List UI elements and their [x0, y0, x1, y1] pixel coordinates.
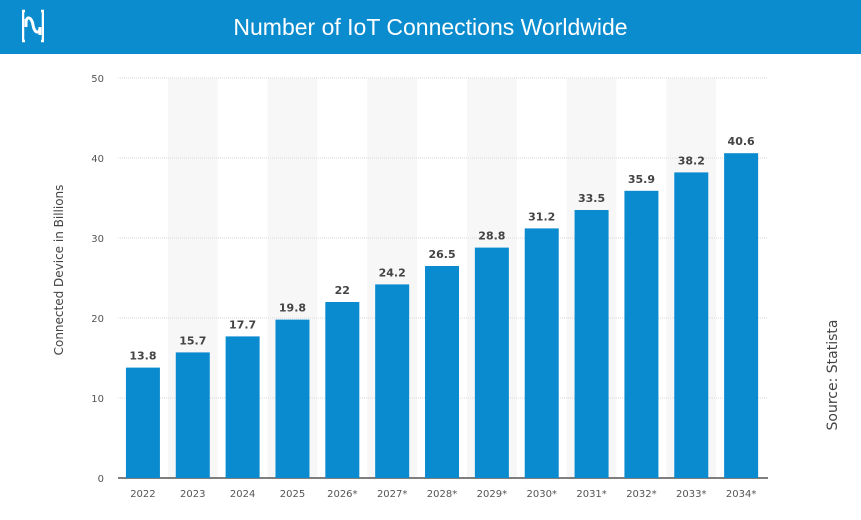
- data-label: 13.8: [129, 350, 156, 363]
- data-label: 19.8: [279, 302, 306, 315]
- y-tick-label: 50: [91, 74, 104, 85]
- y-axis-label: Connected Device in Billions: [52, 185, 66, 356]
- x-tick-label: 2025: [280, 489, 305, 500]
- bar: [425, 266, 460, 478]
- x-tick-label: 2030*: [526, 489, 556, 500]
- data-label: 26.5: [428, 248, 455, 261]
- bar: [724, 153, 759, 478]
- x-tick-label: 2033*: [676, 489, 706, 500]
- x-tick-label: 2024: [230, 489, 255, 500]
- data-label: 40.6: [728, 135, 755, 148]
- data-label: 35.9: [628, 173, 655, 186]
- data-label: 31.2: [528, 210, 555, 223]
- bar: [325, 302, 360, 478]
- y-tick-label: 30: [91, 234, 104, 245]
- data-label: 22: [335, 284, 350, 297]
- brand-logo-icon: [22, 9, 44, 43]
- data-label: 17.7: [229, 318, 256, 331]
- x-tick-label: 2029*: [477, 489, 507, 500]
- y-tick-label: 40: [91, 154, 104, 165]
- y-tick-label: 10: [91, 394, 104, 405]
- data-label: 24.2: [379, 266, 406, 279]
- x-tick-label: 2026*: [327, 489, 357, 500]
- x-tick-label: 2022: [130, 489, 155, 500]
- data-label: 28.8: [478, 230, 505, 243]
- bar: [125, 367, 160, 478]
- source-label: Source: Statista: [825, 320, 841, 431]
- bar: [175, 352, 210, 478]
- x-tick-label: 2031*: [576, 489, 606, 500]
- x-tick-label: 2027*: [377, 489, 407, 500]
- x-tick-label: 2028*: [427, 489, 457, 500]
- bar: [574, 210, 609, 478]
- bar: [375, 284, 410, 478]
- data-label: 38.2: [678, 154, 705, 167]
- bar: [275, 319, 310, 478]
- bar: [225, 336, 260, 478]
- x-tick-label: 2032*: [626, 489, 656, 500]
- y-tick-label: 20: [91, 314, 104, 325]
- bar: [524, 228, 559, 478]
- header-bar: [0, 0, 861, 54]
- data-label: 15.7: [179, 334, 206, 347]
- x-tick-label: 2023: [180, 489, 205, 500]
- x-tick-label: 2034*: [726, 489, 756, 500]
- bar: [474, 247, 509, 478]
- bar: [624, 190, 659, 479]
- data-label: 33.5: [578, 192, 605, 205]
- bar: [674, 172, 709, 478]
- y-tick-label: 0: [98, 474, 104, 485]
- chart-title: Number of IoT Connections Worldwide: [233, 14, 628, 40]
